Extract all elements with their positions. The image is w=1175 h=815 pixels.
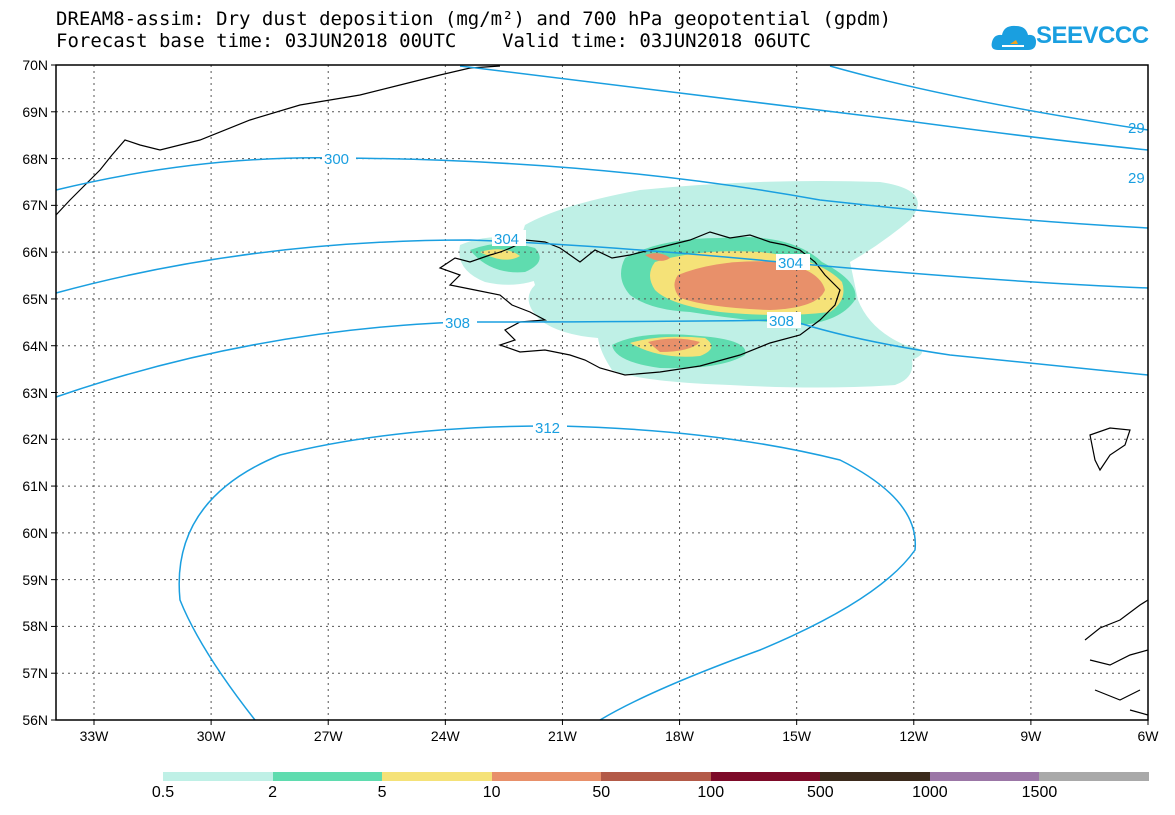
legend-swatch bbox=[272, 772, 383, 781]
legend-swatch bbox=[820, 772, 931, 781]
chart-title: DREAM8-assim: Dry dust deposition (mg/m²… bbox=[56, 8, 892, 30]
contour-label-308-a: 308 bbox=[445, 315, 470, 332]
legend-label: 50 bbox=[592, 784, 611, 801]
contour-296-a bbox=[459, 65, 1149, 151]
lon-label: 6W bbox=[1137, 728, 1159, 744]
lat-label: 64N bbox=[22, 337, 48, 354]
lat-label: 63N bbox=[22, 384, 48, 401]
greenland-coast bbox=[55, 65, 501, 216]
legend-label: 100 bbox=[697, 784, 725, 801]
contour-label-296-a: 29 bbox=[1128, 120, 1145, 137]
legend-swatch bbox=[929, 772, 1040, 781]
legend-label: 2 bbox=[268, 784, 277, 801]
contour-label-296-b: 29 bbox=[1128, 170, 1145, 187]
lat-label: 60N bbox=[22, 524, 48, 541]
lat-label: 66N bbox=[22, 244, 48, 261]
contour-label-304-a: 304 bbox=[494, 231, 519, 248]
lat-label: 59N bbox=[22, 571, 48, 588]
legend-swatch bbox=[382, 772, 493, 781]
lon-label: 12W bbox=[899, 728, 929, 744]
dust-shading bbox=[459, 181, 922, 388]
lon-label: 21W bbox=[548, 728, 577, 744]
coastlines bbox=[55, 65, 1149, 716]
legend-label: 0.5 bbox=[151, 784, 175, 801]
contour-308 bbox=[55, 319, 1149, 398]
lat-label: 68N bbox=[22, 150, 48, 167]
faroe-coast bbox=[1089, 427, 1131, 472]
legend-swatch bbox=[163, 772, 274, 781]
legend-swatch bbox=[1039, 772, 1150, 781]
contour-296-b bbox=[829, 65, 1149, 131]
chart-subtitle: Forecast base time: 03JUN2018 00UTC Vali… bbox=[56, 30, 811, 52]
lat-label: 57N bbox=[22, 665, 48, 682]
legend-label: 500 bbox=[806, 784, 834, 801]
lon-label: 18W bbox=[665, 728, 694, 744]
legend-label: 1500 bbox=[1021, 784, 1058, 801]
geopotential-contours bbox=[55, 65, 1149, 721]
dust-area-orange bbox=[674, 261, 825, 310]
lat-label: 65N bbox=[22, 290, 48, 307]
lon-label: 24W bbox=[430, 728, 460, 744]
legend-label: 1000 bbox=[912, 784, 948, 801]
contour-label-300: 300 bbox=[324, 151, 349, 168]
grid-lines bbox=[56, 65, 1148, 720]
logo-text: SEEVCCC bbox=[1036, 22, 1149, 49]
contour-label-312: 312 bbox=[535, 420, 560, 437]
contour-label-308-b: 308 bbox=[769, 313, 794, 330]
lat-label: 69N bbox=[22, 103, 48, 120]
lon-label: 30W bbox=[196, 728, 226, 744]
scotland-coast bbox=[1084, 599, 1149, 716]
lat-label: 56N bbox=[22, 712, 48, 728]
lat-label: 58N bbox=[22, 618, 48, 635]
contour-labels: 300 304 304 308 308 312 29 29 bbox=[322, 120, 1145, 437]
lat-label: 70N bbox=[22, 57, 48, 73]
cloud-icon bbox=[991, 25, 1036, 50]
legend-label: 10 bbox=[482, 784, 501, 801]
lon-label: 33W bbox=[79, 728, 109, 744]
contour-312 bbox=[178, 425, 916, 721]
legend-label: 5 bbox=[377, 784, 387, 801]
lat-label: 62N bbox=[22, 431, 48, 448]
legend-swatch bbox=[710, 772, 821, 781]
lon-label: 9W bbox=[1020, 728, 1042, 744]
iceland-coast bbox=[438, 231, 841, 376]
lat-label: 67N bbox=[22, 197, 48, 214]
legend-swatch bbox=[491, 772, 602, 781]
contour-300 bbox=[55, 157, 1149, 229]
lon-label: 27W bbox=[313, 728, 343, 744]
contour-label-304-b: 304 bbox=[778, 255, 803, 272]
lon-label: 15W bbox=[782, 728, 812, 744]
axis-ticks bbox=[51, 64, 1149, 725]
lat-label: 61N bbox=[22, 478, 48, 495]
contour-304 bbox=[55, 239, 1149, 294]
dust-area-orange-n bbox=[645, 253, 670, 261]
legend-swatch bbox=[601, 772, 712, 781]
